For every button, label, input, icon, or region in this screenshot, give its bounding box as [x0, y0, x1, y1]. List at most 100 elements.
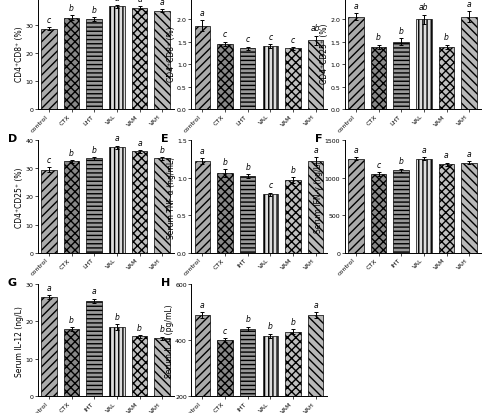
Text: a: a: [114, 134, 119, 143]
Bar: [439, 165, 454, 253]
Text: b: b: [222, 158, 228, 167]
Bar: [109, 7, 124, 110]
Text: a: a: [200, 147, 204, 155]
Bar: [462, 18, 477, 110]
Y-axis label: CD4⁺CD25⁺ (%): CD4⁺CD25⁺ (%): [320, 24, 329, 84]
Bar: [218, 340, 232, 413]
Text: a: a: [354, 2, 358, 11]
Bar: [154, 12, 170, 110]
Bar: [194, 315, 210, 413]
Bar: [394, 171, 409, 253]
Bar: [64, 329, 79, 396]
Text: b: b: [290, 317, 296, 326]
Text: c: c: [268, 181, 272, 190]
Text: b: b: [290, 165, 296, 174]
Text: c: c: [246, 35, 250, 44]
Bar: [348, 18, 364, 110]
Bar: [371, 175, 386, 253]
Text: c: c: [223, 30, 227, 39]
Bar: [218, 174, 232, 253]
Bar: [154, 159, 170, 253]
Bar: [240, 49, 256, 110]
Bar: [132, 9, 147, 110]
Bar: [240, 177, 256, 253]
Text: a: a: [200, 300, 204, 309]
Bar: [462, 163, 477, 253]
Bar: [262, 195, 278, 253]
Y-axis label: Serum IL-4 (pg/mL): Serum IL-4 (pg/mL): [164, 304, 173, 377]
Text: b: b: [398, 157, 404, 166]
Text: b: b: [92, 145, 96, 154]
Text: a: a: [200, 9, 204, 18]
Text: H: H: [161, 278, 170, 287]
Bar: [194, 27, 210, 110]
Text: b: b: [137, 323, 142, 332]
Bar: [286, 332, 300, 413]
Text: a: a: [314, 300, 318, 309]
Text: b: b: [245, 162, 250, 171]
Text: c: c: [223, 326, 227, 335]
Bar: [308, 162, 324, 253]
Bar: [286, 180, 300, 253]
Text: b: b: [69, 315, 74, 324]
Text: B: B: [161, 0, 170, 1]
Text: E: E: [161, 134, 168, 144]
Text: b: b: [268, 321, 273, 330]
Text: c: c: [46, 16, 51, 25]
Bar: [109, 327, 124, 396]
Text: a: a: [467, 150, 471, 159]
Bar: [286, 49, 300, 110]
Text: b: b: [160, 145, 164, 154]
Text: c: c: [268, 33, 272, 42]
Bar: [394, 43, 409, 110]
Bar: [41, 30, 56, 110]
Y-axis label: Serum IL-12 (ng/L): Serum IL-12 (ng/L): [15, 305, 24, 376]
Bar: [132, 152, 147, 253]
Text: F: F: [314, 134, 322, 144]
Bar: [132, 337, 147, 396]
Text: a: a: [92, 287, 96, 296]
Text: c: c: [376, 160, 380, 169]
Text: b: b: [69, 148, 74, 157]
Bar: [262, 336, 278, 413]
Bar: [64, 162, 79, 253]
Bar: [41, 170, 56, 253]
Text: b: b: [376, 33, 381, 42]
Text: b: b: [444, 33, 449, 42]
Bar: [371, 48, 386, 110]
Y-axis label: Serum IFN-γ (ng/L): Serum IFN-γ (ng/L): [314, 161, 324, 233]
Text: ab: ab: [419, 3, 428, 12]
Text: a: a: [314, 146, 318, 155]
Text: a: a: [354, 146, 358, 155]
Text: C: C: [314, 0, 322, 1]
Text: a: a: [46, 283, 51, 292]
Text: b: b: [92, 6, 96, 14]
Y-axis label: Serum TNF-α (ng/mL): Serum TNF-α (ng/mL): [166, 156, 175, 238]
Text: A: A: [8, 0, 16, 1]
Bar: [308, 41, 324, 110]
Bar: [439, 48, 454, 110]
Text: G: G: [8, 278, 16, 287]
Text: c: c: [46, 156, 51, 165]
Bar: [154, 338, 170, 396]
Y-axis label: CD4⁺CD8⁺ (%): CD4⁺CD8⁺ (%): [15, 26, 24, 81]
Bar: [86, 301, 102, 396]
Text: b: b: [245, 314, 250, 323]
Text: a: a: [444, 151, 449, 160]
Text: a: a: [467, 0, 471, 9]
Text: a: a: [137, 0, 142, 4]
Y-axis label: CD4⁺CD25⁺ (%): CD4⁺CD25⁺ (%): [15, 167, 24, 227]
Text: b: b: [69, 4, 74, 13]
Text: ab: ab: [311, 24, 320, 33]
Y-axis label: CD4⁺CD8⁺ (%): CD4⁺CD8⁺ (%): [166, 26, 175, 81]
Bar: [240, 329, 256, 413]
Text: D: D: [8, 134, 17, 144]
Text: a: a: [137, 138, 142, 147]
Bar: [86, 20, 102, 110]
Text: a: a: [422, 146, 426, 155]
Text: b: b: [160, 325, 164, 334]
Text: a: a: [114, 0, 119, 2]
Text: b: b: [114, 312, 119, 321]
Text: a: a: [160, 0, 164, 7]
Bar: [348, 159, 364, 253]
